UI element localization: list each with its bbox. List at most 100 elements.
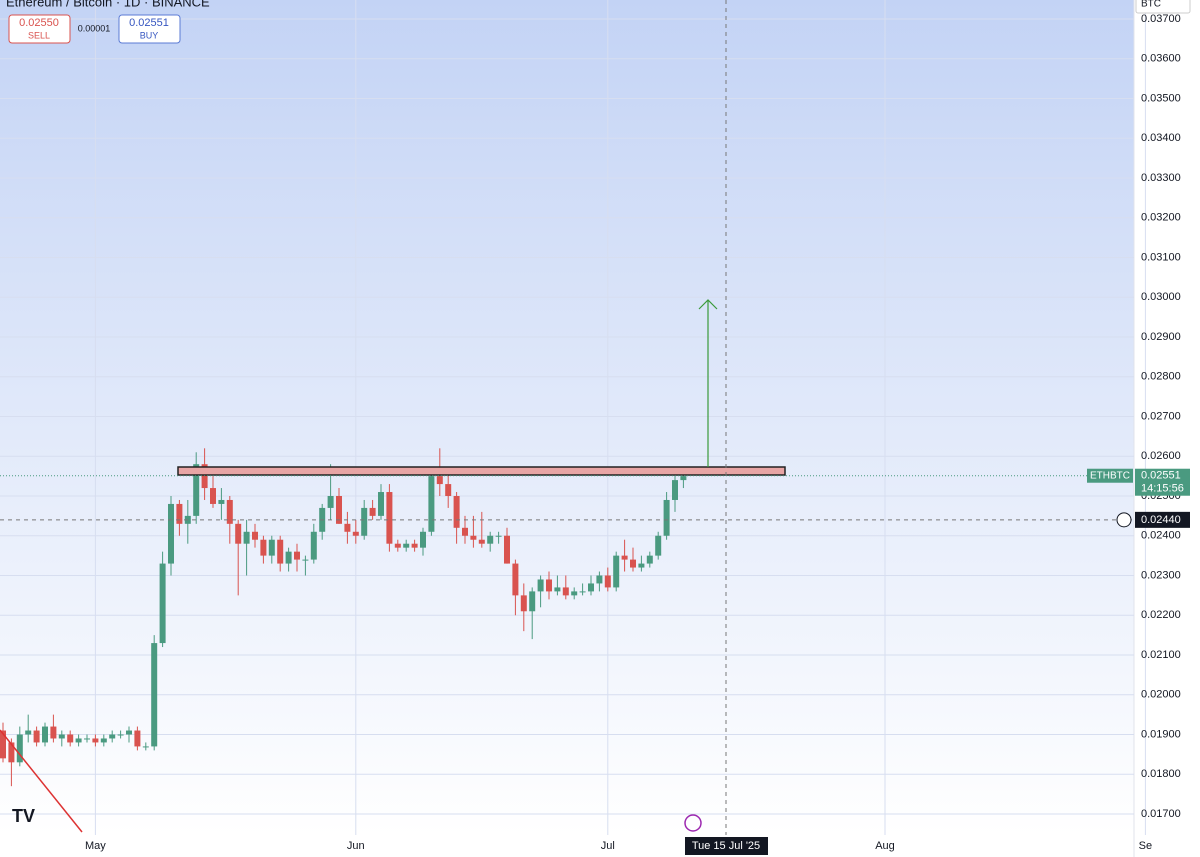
candle-body: [579, 591, 586, 593]
candle-body: [361, 507, 368, 536]
y-tick-label: 0.02100: [1141, 649, 1181, 661]
candle-body: [25, 730, 32, 735]
trend-line: [0, 729, 83, 833]
candle-body: [621, 555, 628, 560]
candle-body: [226, 499, 233, 524]
candle-body: [462, 527, 468, 536]
candle-body: [142, 746, 149, 748]
x-tick-label: Jun: [347, 840, 365, 852]
last-price: 0.02551: [1141, 470, 1181, 482]
currency: BTC: [1141, 0, 1161, 10]
y-tick-label: 0.02000: [1141, 689, 1181, 701]
candle-body: [84, 738, 90, 740]
y-tick-label: 0.02800: [1141, 371, 1181, 383]
candle-body: [504, 535, 510, 564]
y-tick-label: 0.03400: [1141, 132, 1181, 144]
candle-body: [562, 587, 569, 596]
candle-body: [613, 555, 620, 588]
candle-body: [344, 523, 351, 532]
candle-body: [8, 742, 15, 763]
candle-body: [571, 591, 578, 596]
candle-body: [134, 730, 141, 747]
y-tick-label: 0.02900: [1141, 331, 1181, 343]
x-tick-label: Jul: [601, 840, 615, 852]
candle-body: [411, 543, 418, 548]
candle-body: [394, 543, 401, 548]
candle-body: [294, 551, 300, 560]
candle-body: [67, 734, 74, 743]
candle-body: [100, 738, 107, 743]
x-tick-label: May: [85, 840, 106, 852]
candle-body: [428, 476, 435, 532]
y-tick-label: 0.01900: [1141, 728, 1181, 740]
candle-body: [470, 535, 477, 540]
y-tick-label: 0.03700: [1141, 13, 1181, 25]
candle-body: [352, 531, 359, 536]
candle-body: [0, 730, 6, 759]
candle-body: [16, 734, 23, 763]
y-tick-label: 0.02400: [1141, 530, 1181, 542]
candle-body: [378, 492, 384, 516]
candle-body: [672, 480, 678, 500]
candle-body: [168, 503, 174, 564]
candle-body: [487, 535, 494, 544]
y-tick-label: 0.02200: [1141, 609, 1181, 621]
crosshair-price-tag: [1135, 511, 1190, 528]
candle-body: [243, 531, 250, 544]
crosshair-date: Tue 15 Jul '25: [692, 840, 760, 852]
candle-body: [663, 499, 670, 536]
candle-body: [327, 496, 334, 508]
candle-body: [235, 523, 242, 544]
candle-body: [126, 730, 132, 735]
candle-body: [386, 492, 393, 544]
candle-body: [495, 535, 502, 537]
symbol-tag: [1087, 468, 1133, 483]
candle-body: [117, 734, 124, 736]
candle-body: [58, 734, 65, 739]
candle-body: [369, 507, 376, 516]
plot-background: [0, 0, 1134, 835]
candle-body: [109, 734, 116, 739]
x-tick-label: Se: [1139, 840, 1152, 852]
y-tick-label: 0.02600: [1141, 450, 1181, 462]
candle-body: [42, 726, 48, 743]
y-tick-label: 0.02700: [1141, 410, 1181, 422]
crosshair-price: 0.02440: [1141, 514, 1181, 526]
sell-button[interactable]: [8, 14, 71, 44]
candle-body: [445, 484, 452, 496]
crosshair-plus: [1116, 512, 1132, 528]
candle-body: [193, 464, 200, 516]
symbol-label: ETHBTC: [1090, 470, 1130, 481]
candle-body: [252, 531, 258, 540]
candle-body: [75, 738, 82, 743]
arrow-head: [698, 299, 718, 310]
candle-body: [302, 559, 309, 561]
price-tag: [1135, 468, 1190, 496]
candle-body: [680, 476, 687, 481]
sell-price: 0.02550: [19, 17, 59, 29]
candle-body: [277, 539, 284, 564]
candle-body: [33, 730, 40, 743]
candle-body: [596, 575, 603, 584]
spread: 0.00001: [78, 23, 111, 33]
currency-select[interactable]: [1135, 0, 1191, 14]
candle-body: [92, 738, 99, 743]
candle-body: [604, 575, 611, 588]
candle-body: [529, 591, 536, 612]
candle-body: [336, 496, 342, 524]
candle-body: [260, 539, 267, 556]
event-icon[interactable]: [684, 814, 702, 832]
buy-button[interactable]: [118, 14, 181, 44]
candle-body: [520, 595, 527, 612]
y-tick-label: 0.03500: [1141, 92, 1181, 104]
candle-body: [638, 563, 645, 568]
candle-body: [268, 539, 275, 556]
candle-body: [478, 539, 485, 544]
y-tick-label: 0.01700: [1141, 808, 1181, 820]
countdown: 14:15:56: [1141, 483, 1184, 495]
buy-price: 0.02551: [129, 17, 169, 29]
candle-body: [453, 496, 460, 528]
candle-body: [436, 476, 443, 485]
candle-body: [210, 488, 216, 504]
